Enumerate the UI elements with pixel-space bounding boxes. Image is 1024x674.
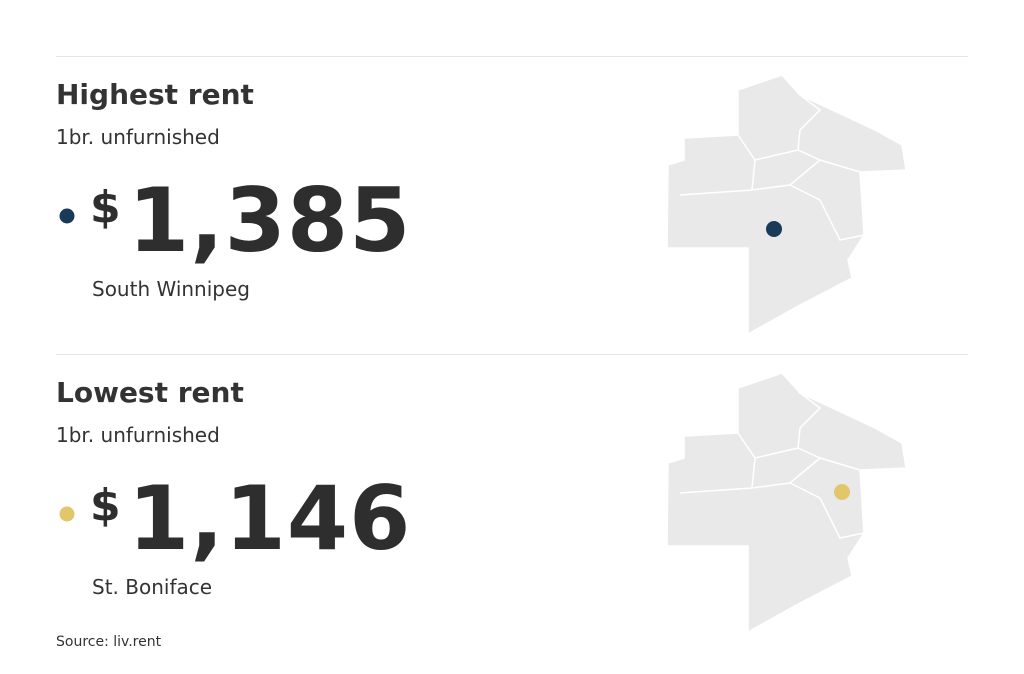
currency: $ [90, 480, 121, 531]
legend-dot [59, 208, 75, 224]
section: Lowest rent 1br. unfurnished $ 1,146 St.… [56, 354, 968, 633]
section-subtitle: 1br. unfurnished [56, 125, 220, 149]
section: Highest rent 1br. unfurnished $ 1,385 So… [56, 56, 968, 335]
section-title: Highest rent [56, 78, 254, 111]
section-subtitle: 1br. unfurnished [56, 423, 220, 447]
map [666, 372, 907, 633]
map [666, 74, 907, 335]
location-dot [834, 484, 850, 500]
source: Source: liv.rent [56, 634, 162, 650]
section-title: Lowest rent [56, 376, 244, 409]
location-dot [766, 221, 782, 237]
currency: $ [90, 182, 121, 233]
location: St. Boniface [92, 575, 212, 599]
legend-dot [59, 506, 75, 522]
location: South Winnipeg [92, 277, 250, 301]
amount: 1,146 [128, 467, 411, 570]
amount: 1,385 [128, 169, 411, 272]
